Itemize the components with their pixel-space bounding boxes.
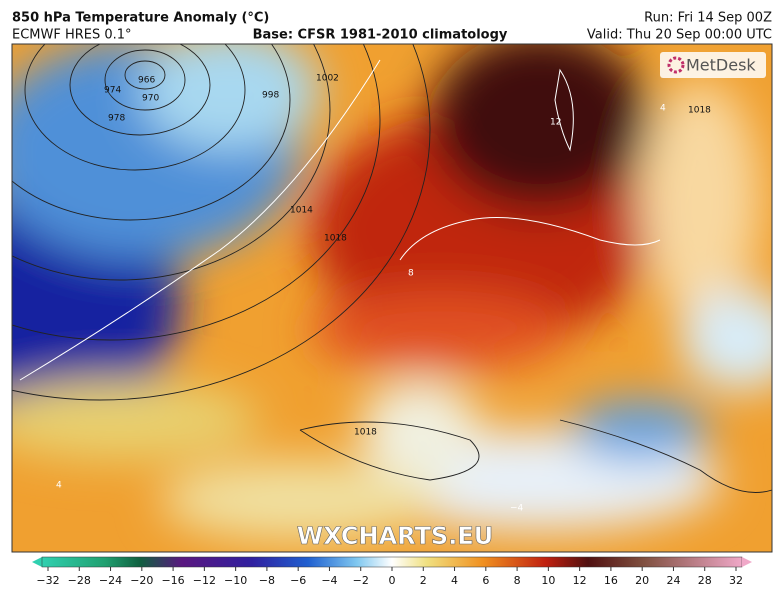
- colorbar-tick-label: 16: [604, 574, 618, 587]
- colorbar-tick-label: 6: [482, 574, 489, 587]
- colorbar-tick-label: 12: [573, 574, 587, 587]
- contour-label: 1018: [354, 428, 377, 438]
- contour-label: 1018: [324, 234, 347, 244]
- map-frame: [11, 43, 773, 553]
- contour-label: 978: [108, 114, 125, 124]
- colorbar-tick-label: −8: [259, 574, 275, 587]
- colorbar-bar: [41, 556, 743, 568]
- colorbar-tick-label: 10: [541, 574, 555, 587]
- logo-icon: [667, 56, 685, 74]
- base: Base: CFSR 1981-2010 climatology: [253, 28, 508, 43]
- contour-label: 974: [104, 86, 121, 96]
- colorbar-tick-label: −24: [99, 574, 122, 587]
- contour-label: 1002: [316, 74, 339, 84]
- colorbar-tick-label: −6: [290, 574, 306, 587]
- contour-label: 1018: [688, 106, 711, 116]
- watermark: WXCHARTS.EU: [297, 522, 493, 550]
- colorbar-tick-label: 24: [666, 574, 680, 587]
- logo: MetDesk: [686, 56, 756, 75]
- colorbar: −32 −28 −24 −20 −16 −12 −10 −8 −6 −4 −2 0 2 4 6 8 10 12 16…: [32, 556, 752, 587]
- colorbar-tick-label: 20: [635, 574, 649, 587]
- colorbar-tick-label: −16: [161, 574, 184, 587]
- colorbar-tick-label: 8: [514, 574, 521, 587]
- contour-label: 8: [408, 269, 414, 279]
- map: [12, 44, 772, 552]
- colorbar-tick-label: 28: [698, 574, 712, 587]
- title: 850 hPa Temperature Anomaly (°C): [12, 11, 269, 26]
- contour-label: 966: [138, 76, 155, 86]
- contour-label: 1014: [290, 206, 313, 216]
- colorbar-tick-label: 32: [729, 574, 743, 587]
- valid: Valid: Thu 20 Sep 00:00 UTC: [587, 28, 772, 43]
- contour-label: −4: [510, 504, 524, 514]
- logo-box: [660, 52, 766, 78]
- colorbar-tick-label: −2: [353, 574, 369, 587]
- contour-label: 4: [660, 104, 666, 114]
- colorbar-tick-label: −10: [224, 574, 247, 587]
- colorbar-tick-label: −4: [321, 574, 337, 587]
- colorbar-tick-label: 4: [451, 574, 458, 587]
- colorbar-tick-label: −28: [68, 574, 91, 587]
- contour-label: 4: [56, 481, 62, 491]
- colorbar-end: [32, 557, 42, 567]
- colorbar-tick-label: 0: [389, 574, 396, 587]
- model: ECMWF HRES 0.1°: [12, 28, 132, 43]
- run: Run: Fri 14 Sep 00Z: [644, 11, 772, 26]
- colorbar-tick-label: −20: [130, 574, 153, 587]
- contour-label: 998: [262, 91, 279, 101]
- colorbar-end: [742, 557, 752, 567]
- contour-label: 12: [550, 118, 561, 128]
- colorbar-tick-label: −32: [36, 574, 59, 587]
- colorbar-tick-label: 2: [420, 574, 427, 587]
- contour-label: 970: [142, 94, 159, 104]
- colorbar-tick-label: −12: [193, 574, 216, 587]
